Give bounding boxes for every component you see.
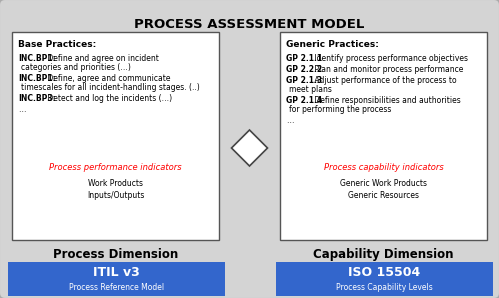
Text: Process Capability Levels: Process Capability Levels (336, 283, 433, 291)
Text: INC.BP1:: INC.BP1: (18, 54, 56, 63)
Text: INC.BP3:: INC.BP3: (18, 94, 56, 103)
Text: for performing the process: for performing the process (289, 105, 391, 114)
Text: Identify process performance objectives: Identify process performance objectives (312, 54, 469, 63)
Text: Base Practices:: Base Practices: (18, 40, 96, 49)
Text: Process capability indicators: Process capability indicators (324, 162, 444, 172)
Text: GP 2.1.1: GP 2.1.1 (286, 54, 322, 63)
Text: Process Dimension: Process Dimension (53, 248, 178, 261)
Text: Process Reference Model: Process Reference Model (69, 283, 164, 291)
Text: Generic Resources: Generic Resources (348, 192, 419, 201)
Text: Define, agree and communicate: Define, agree and communicate (45, 74, 170, 83)
Text: GP 2.2.2: GP 2.2.2 (286, 65, 322, 74)
Text: categories and priorities (…): categories and priorities (…) (21, 63, 131, 72)
Text: ITIL v3: ITIL v3 (93, 266, 140, 280)
Text: INC.BP1:: INC.BP1: (18, 74, 56, 83)
Text: Define responsibilities and authorities: Define responsibilities and authorities (312, 96, 461, 105)
FancyBboxPatch shape (280, 32, 487, 240)
Text: Capability Dimension: Capability Dimension (313, 248, 454, 261)
FancyBboxPatch shape (8, 262, 225, 296)
Text: Adjust performance of the process to: Adjust performance of the process to (312, 76, 457, 85)
Text: Process performance indicators: Process performance indicators (49, 162, 182, 172)
Text: timescales for all incident-handling stages. (..): timescales for all incident-handling sta… (21, 83, 200, 92)
Polygon shape (232, 130, 267, 166)
Text: Detect and log the incidents (…): Detect and log the incidents (…) (45, 94, 172, 103)
Text: Plan and monitor process performance: Plan and monitor process performance (312, 65, 464, 74)
Text: Generic Work Products: Generic Work Products (340, 179, 427, 189)
Text: Generic Practices:: Generic Practices: (286, 40, 379, 49)
Text: PROCESS ASSESSMENT MODEL: PROCESS ASSESSMENT MODEL (134, 18, 365, 31)
Text: meet plans: meet plans (289, 85, 332, 94)
FancyBboxPatch shape (276, 262, 493, 296)
FancyBboxPatch shape (12, 32, 219, 240)
Text: ISO 15504: ISO 15504 (348, 266, 421, 280)
Text: Inputs/Outputs: Inputs/Outputs (87, 192, 144, 201)
Text: Define and agree on incident: Define and agree on incident (45, 54, 159, 63)
Text: GP 2.1.3: GP 2.1.3 (286, 76, 322, 85)
Text: …: … (286, 116, 293, 125)
Text: …: … (18, 105, 25, 114)
Text: Work Products: Work Products (88, 179, 143, 189)
Text: GP 2.1.4: GP 2.1.4 (286, 96, 322, 105)
